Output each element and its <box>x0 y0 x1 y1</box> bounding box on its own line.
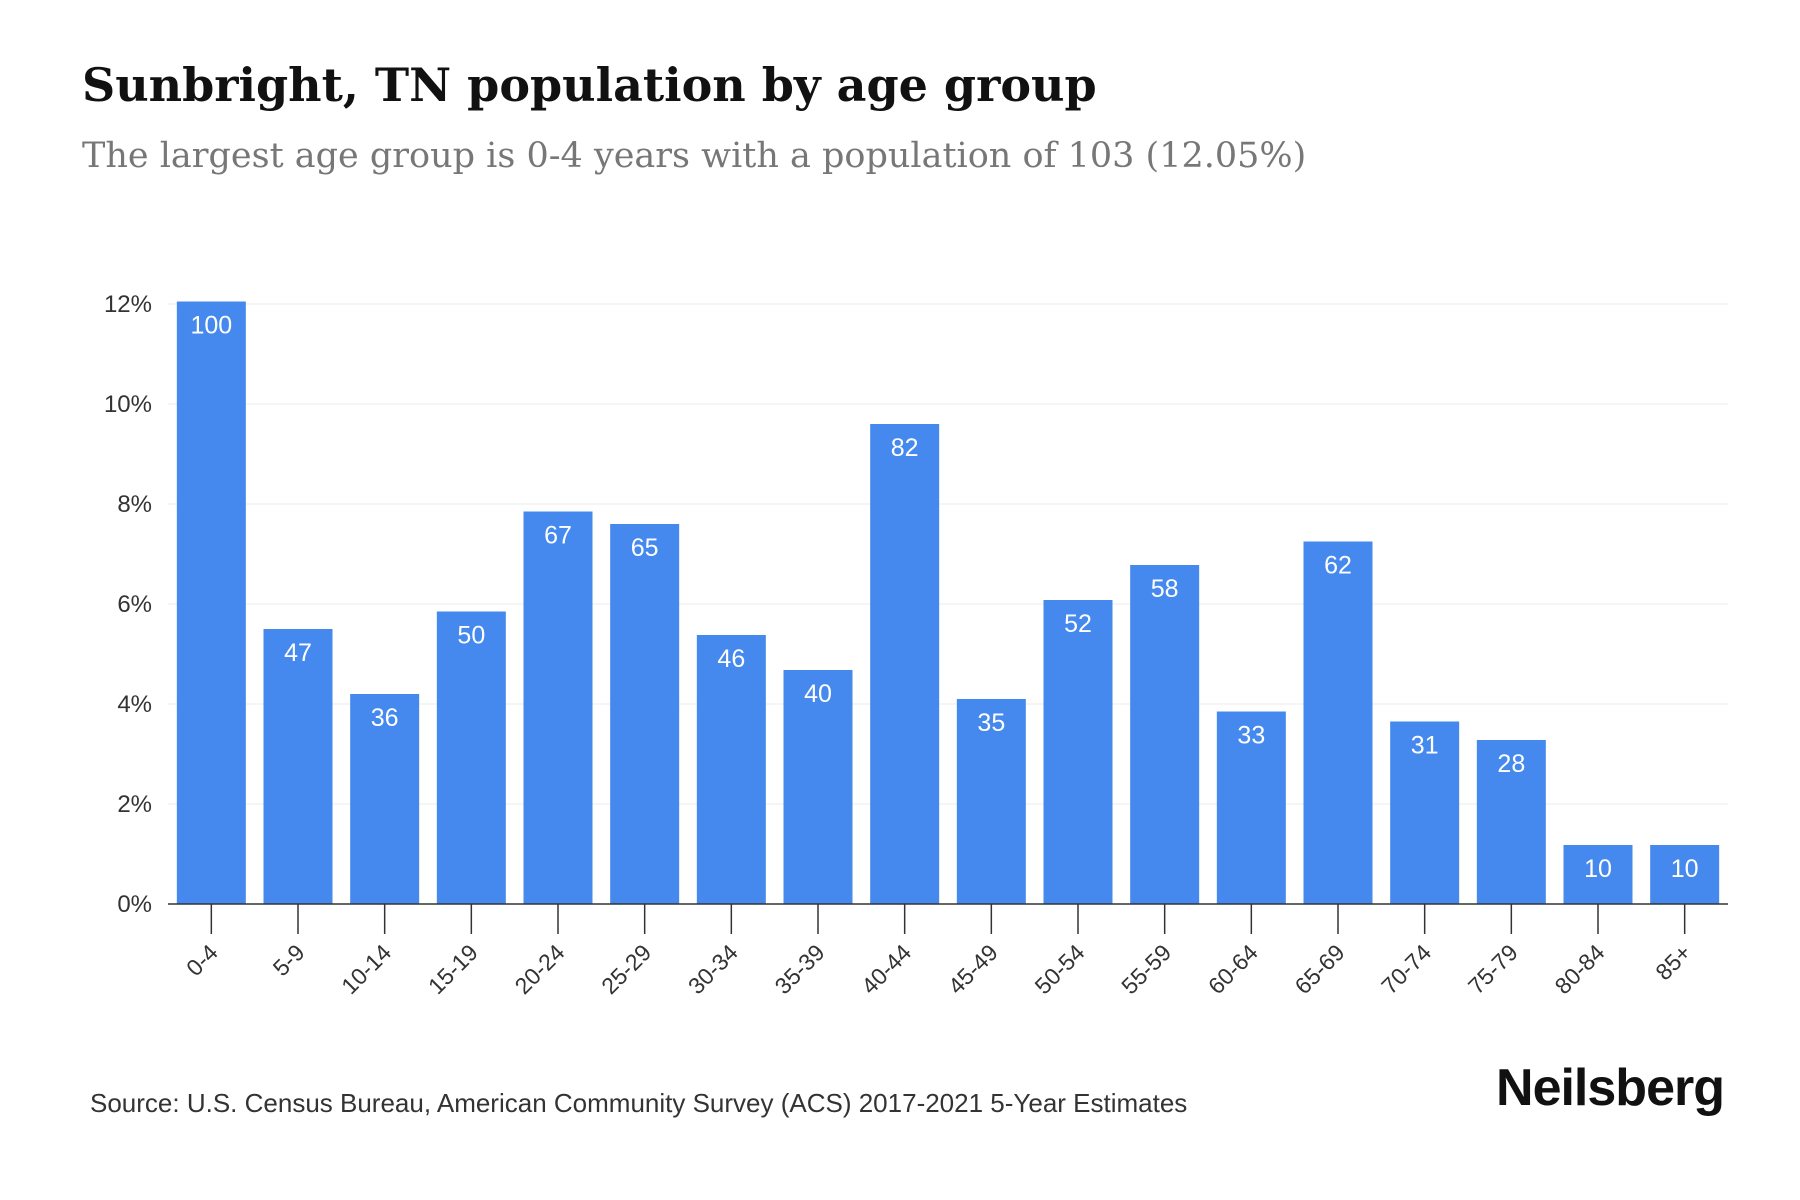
bar-data-label: 62 <box>1324 552 1352 580</box>
bar-data-label: 100 <box>190 312 232 340</box>
x-tick-label: 45-49 <box>943 939 1003 999</box>
bar-data-label: 67 <box>544 522 572 550</box>
bar <box>1303 541 1373 904</box>
bar <box>1476 740 1546 904</box>
bar <box>263 629 333 904</box>
x-tick-label: 75-79 <box>1463 939 1523 999</box>
bar <box>1650 845 1720 904</box>
x-tick-label: 55-59 <box>1116 939 1176 999</box>
y-tick-label: 10% <box>104 391 152 418</box>
x-tick-label: 80-84 <box>1550 939 1610 999</box>
bar-data-label: 82 <box>891 434 919 462</box>
bar <box>1563 845 1633 904</box>
bar-data-label: 58 <box>1151 575 1179 603</box>
bar-data-label: 33 <box>1237 722 1265 750</box>
chart-subtitle: The largest age group is 0-4 years with … <box>82 136 1307 176</box>
x-tick-label: 25-29 <box>596 939 656 999</box>
x-tick-label: 85+ <box>1650 939 1696 985</box>
bar <box>610 524 680 904</box>
bar-data-label: 50 <box>457 622 485 650</box>
bar-data-label: 31 <box>1411 732 1439 760</box>
bar <box>696 635 766 904</box>
bar <box>1130 565 1200 904</box>
bar <box>436 611 506 904</box>
y-tick-label: 4% <box>117 691 152 718</box>
bar-data-label: 36 <box>371 704 399 732</box>
y-tick-label: 6% <box>117 591 152 618</box>
bar-data-label: 40 <box>804 680 832 708</box>
bar <box>956 699 1026 904</box>
bar <box>1216 711 1286 904</box>
bar-chart: 0% 2% 4% 6% 8% 10% 12% 100 0-4 47 5-9 36 10-14 50 15-1… <box>104 291 1728 999</box>
bar-data-label: 28 <box>1497 750 1525 778</box>
y-tick-label: 8% <box>117 491 152 518</box>
brand-logo: Neilsberg <box>1496 1059 1725 1117</box>
bar-data-label: 52 <box>1064 610 1092 638</box>
bar <box>176 301 246 904</box>
bar <box>1390 721 1460 904</box>
x-tick-label: 10-14 <box>336 939 396 999</box>
y-tick-label: 2% <box>117 791 152 818</box>
x-tick-label: 15-19 <box>423 939 483 999</box>
x-tick-label: 65-69 <box>1290 939 1350 999</box>
x-tick-label: 0-4 <box>181 939 223 981</box>
bar-data-label: 10 <box>1584 855 1612 883</box>
x-tick-label: 30-34 <box>683 939 743 999</box>
y-tick-label: 12% <box>104 291 152 318</box>
bar <box>523 511 593 904</box>
y-tick-label: 0% <box>117 891 152 918</box>
x-tick-label: 35-39 <box>770 939 830 999</box>
bar <box>783 670 853 904</box>
x-tick-label: 40-44 <box>856 939 916 999</box>
chart-title: Sunbright, TN population by age group <box>82 58 1097 112</box>
bar <box>870 424 940 904</box>
bar-data-label: 46 <box>717 645 745 673</box>
bar-data-label: 65 <box>631 534 659 562</box>
bar-data-label: 47 <box>284 639 312 667</box>
x-tick-label: 70-74 <box>1376 939 1436 999</box>
x-tick-label: 20-24 <box>510 939 570 999</box>
bar <box>350 694 420 904</box>
x-tick-label: 50-54 <box>1030 939 1090 999</box>
x-tick-label: 60-64 <box>1203 939 1263 999</box>
bar <box>1043 600 1113 904</box>
bar-data-label: 10 <box>1671 855 1699 883</box>
x-tick-label: 5-9 <box>268 939 310 981</box>
bar-data-label: 35 <box>977 709 1005 737</box>
source-note: Source: U.S. Census Bureau, American Com… <box>90 1088 1188 1118</box>
